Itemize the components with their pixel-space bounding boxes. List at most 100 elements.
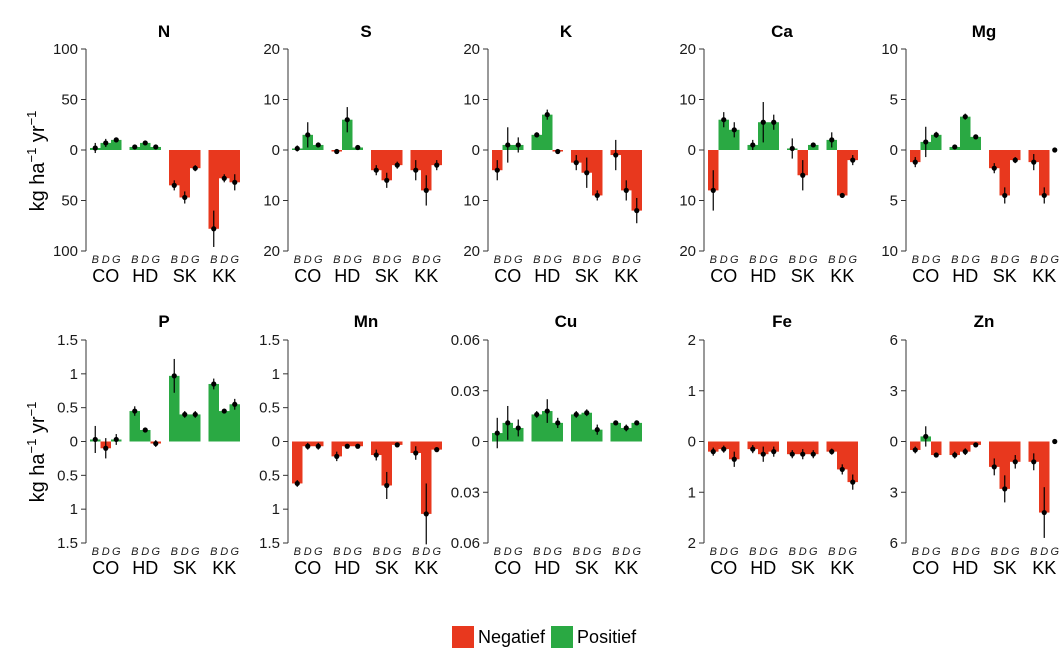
y-tick-label: 10 [463, 92, 480, 109]
panel-title-fe: Fe [772, 312, 792, 331]
mean-point [721, 117, 727, 123]
bar-n-co-2 [111, 139, 122, 150]
x-sublabel: G [1011, 546, 1020, 558]
x-sublabel: B [92, 254, 99, 266]
mean-point [750, 142, 756, 148]
mean-point [710, 449, 716, 455]
x-group-label-hd: HD [952, 558, 978, 578]
mean-point [933, 132, 939, 138]
x-sublabel: B [710, 546, 717, 558]
mean-point [113, 137, 119, 143]
x-group-label-kk: KK [614, 266, 638, 286]
x-group-label-hd: HD [132, 558, 158, 578]
y-tick-label: 0 [272, 142, 280, 159]
bar-mg-co-2 [931, 134, 942, 150]
mean-point [315, 142, 321, 148]
x-sublabel: B [494, 254, 501, 266]
y-tick-label: 0.5 [259, 400, 280, 417]
mean-point [505, 420, 511, 426]
x-sublabel: D [383, 546, 391, 558]
mean-point [912, 159, 918, 165]
x-group-label-kk: KK [830, 558, 854, 578]
x-group-label-sk: SK [791, 266, 815, 286]
mean-point [710, 187, 716, 193]
mean-point [515, 142, 521, 148]
x-group-label-hd: HD [534, 558, 560, 578]
x-sublabel: B [912, 546, 919, 558]
mean-point [1031, 159, 1037, 165]
x-sublabel: B [294, 254, 301, 266]
y-tick-label: 1.5 [259, 535, 280, 552]
y-tick-label: 20 [463, 243, 480, 260]
x-sublabel: D [720, 254, 728, 266]
mean-point [973, 134, 979, 140]
bar-cu-hd-1 [542, 411, 553, 442]
x-sublabel: B [1030, 254, 1037, 266]
mean-point [829, 449, 835, 455]
x-group-label-co: CO [494, 558, 521, 578]
y-tick-label: 1.5 [259, 332, 280, 349]
x-sublabel: B [710, 254, 717, 266]
x-sublabel: G [393, 254, 402, 266]
x-sublabel: G [151, 254, 160, 266]
x-sublabel: G [593, 546, 602, 558]
x-group-label-sk: SK [575, 266, 599, 286]
y-tick-label: 1.5 [57, 535, 78, 552]
mean-point [800, 172, 806, 178]
x-sublabel: G [553, 546, 562, 558]
x-sublabel: D [543, 546, 551, 558]
x-group-label-co: CO [92, 558, 119, 578]
legend-key-positive [551, 626, 574, 648]
y-tick-label: 100 [53, 243, 78, 260]
x-group-label-kk: KK [414, 266, 438, 286]
x-sublabel: G [730, 254, 739, 266]
mean-point [494, 430, 500, 436]
mean-point [555, 148, 561, 155]
mean-point [555, 420, 561, 426]
mean-point [850, 479, 856, 485]
x-sublabel: B [1030, 546, 1037, 558]
y-tick-label: 0.06 [451, 535, 480, 552]
mean-point [991, 464, 997, 470]
bar-s-sk-0 [371, 150, 382, 171]
x-sublabel: D [102, 254, 110, 266]
y-tick-label: 0.03 [451, 383, 480, 400]
y-tick-label: 10 [881, 41, 898, 58]
mean-point [544, 112, 550, 118]
mean-point [394, 162, 400, 168]
bar-n-kk-1 [219, 150, 230, 179]
x-sublabel: D [759, 546, 767, 558]
mean-point [810, 142, 816, 148]
x-sublabel: G [432, 254, 441, 266]
mean-point [1002, 192, 1008, 199]
mean-point [315, 443, 321, 449]
mean-point [789, 451, 795, 457]
mean-point [103, 140, 109, 146]
x-sublabel: G [514, 546, 523, 558]
y-tick-label: 10 [463, 193, 480, 210]
x-sublabel: D [422, 546, 430, 558]
x-sublabel: B [412, 546, 419, 558]
y-tick-label: 3 [890, 383, 898, 400]
mean-point [142, 427, 148, 433]
mean-point [334, 148, 340, 155]
mean-point [789, 145, 795, 152]
y-tick-label: 0.03 [451, 484, 480, 501]
y-tick-label: 0 [70, 434, 78, 451]
x-group-label-kk: KK [830, 266, 854, 286]
mean-point [413, 167, 419, 173]
x-sublabel: B [828, 546, 835, 558]
x-sublabel: D [759, 254, 767, 266]
bar-fe-sk-0 [787, 441, 798, 455]
x-group-label-co: CO [294, 558, 321, 578]
mean-point [171, 373, 177, 379]
bar-cu-sk-1 [581, 412, 592, 442]
mean-point [232, 179, 238, 185]
bar-p-hd-0 [129, 411, 140, 442]
mean-point [850, 157, 856, 163]
y-tick-label: 5 [890, 193, 898, 210]
y-tick-label: 0 [272, 434, 280, 451]
mean-point [584, 170, 590, 176]
